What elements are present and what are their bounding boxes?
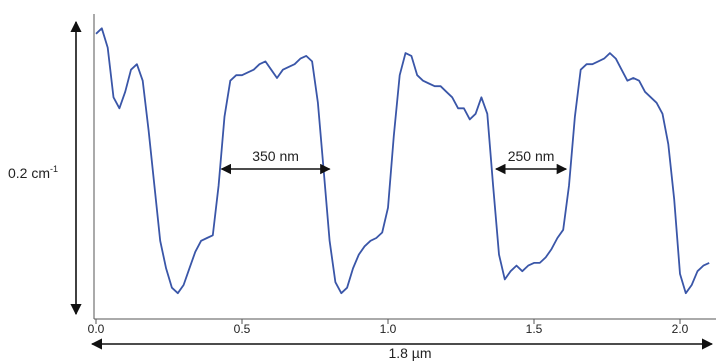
width-annotation-label: 250 nm xyxy=(508,148,555,164)
x-ticks: 0.0 0.5 1.0 1.5 2.0 xyxy=(88,319,689,336)
x-tick-label: 0.0 xyxy=(88,322,105,336)
annotations: 350 nm 250 nm xyxy=(220,148,568,175)
x-tick-label: 1.0 xyxy=(380,322,397,336)
x-tick-label: 0.5 xyxy=(234,322,251,336)
x-tick-label: 2.0 xyxy=(672,322,689,336)
x-tick-label: 1.5 xyxy=(526,322,543,336)
width-annotation-label: 350 nm xyxy=(252,148,299,164)
vertical-scale-label: 0.2 cm-1 xyxy=(8,164,58,181)
vertical-scale-label-superscript: -1 xyxy=(50,164,58,174)
series-line xyxy=(95,27,710,295)
horizontal-scale-label: 1.8 µm xyxy=(388,345,431,361)
